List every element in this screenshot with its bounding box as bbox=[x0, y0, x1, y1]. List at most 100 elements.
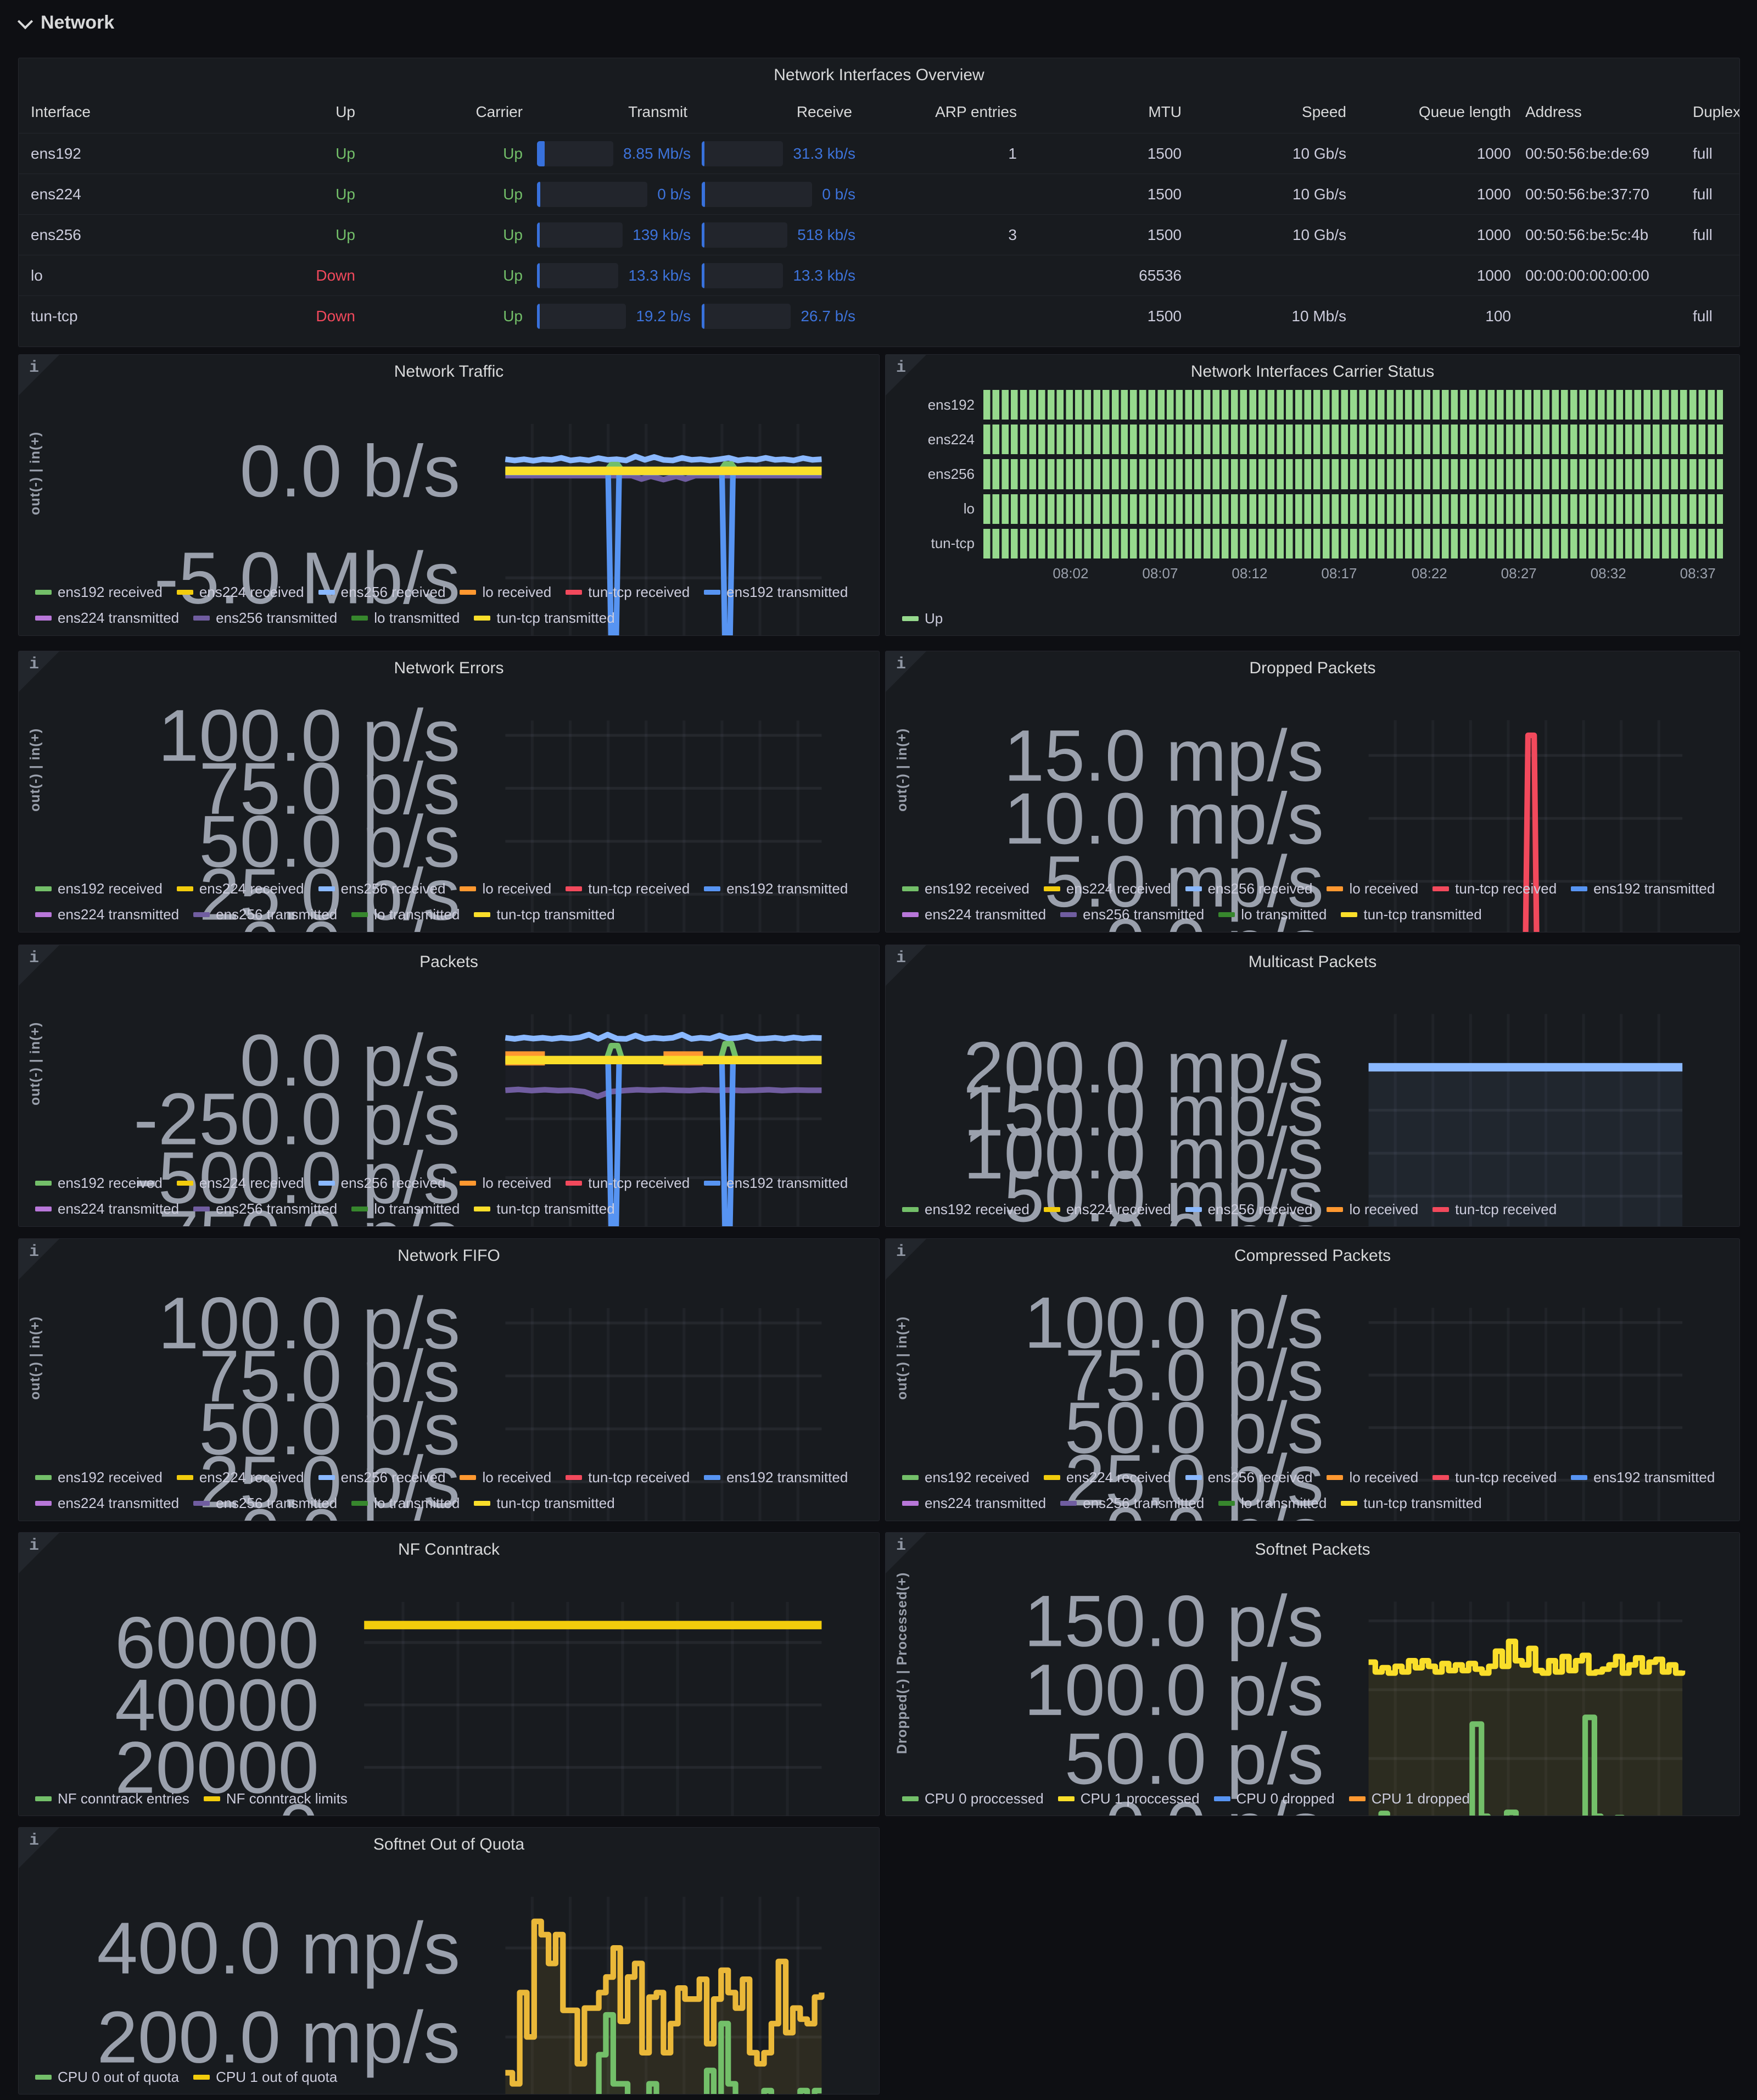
legend-item[interactable]: NF conntrack entries bbox=[35, 1790, 189, 1807]
legend-item[interactable]: ens256 received bbox=[318, 584, 445, 601]
legend-item[interactable]: ens256 transmitted bbox=[193, 1200, 337, 1217]
legend-item[interactable]: tun-tcp transmitted bbox=[474, 906, 615, 923]
legend-item[interactable]: ens192 transmitted bbox=[704, 584, 848, 601]
legend-item[interactable]: CPU 1 dropped bbox=[1348, 1790, 1470, 1807]
legend-item[interactable]: ens224 received bbox=[1043, 1201, 1171, 1218]
network-fifo-chart[interactable]: 08:0008:0508:1008:1508:2008:2508:3008:35… bbox=[25, 1269, 872, 1521]
carrier-status-bars[interactable] bbox=[983, 528, 1723, 559]
legend-item[interactable]: ens192 received bbox=[902, 1201, 1029, 1218]
legend-item[interactable]: ens256 received bbox=[1185, 880, 1312, 897]
legend-item[interactable]: ens224 received bbox=[1043, 1469, 1171, 1486]
legend-item[interactable]: ens192 received bbox=[35, 1469, 163, 1486]
legend-item[interactable]: lo transmitted bbox=[1218, 1495, 1327, 1512]
legend-item[interactable]: ens192 received bbox=[35, 880, 163, 897]
panel-title[interactable]: Network Traffic bbox=[394, 362, 504, 381]
legend-item[interactable]: ens192 transmitted bbox=[1571, 880, 1715, 897]
softnet-packets-chart[interactable]: 08:0008:0508:1008:1508:2008:2508:3008:35… bbox=[892, 1562, 1733, 1816]
column-header[interactable]: Duplex bbox=[1693, 103, 1740, 120]
packets-chart[interactable]: 08:0008:0508:1008:1508:2008:2508:3008:35… bbox=[25, 975, 872, 1227]
legend-item[interactable]: ens224 received bbox=[1043, 880, 1171, 897]
legend-item[interactable]: lo received bbox=[460, 1175, 551, 1192]
legend-item[interactable]: ens256 received bbox=[1185, 1201, 1312, 1218]
legend-item[interactable]: ens256 received bbox=[318, 1469, 445, 1486]
column-header[interactable]: Up bbox=[335, 103, 355, 120]
legend-item[interactable]: tun-tcp transmitted bbox=[1341, 1495, 1482, 1512]
column-header[interactable]: Carrier bbox=[475, 103, 523, 120]
panel-info-icon[interactable]: i bbox=[886, 1239, 927, 1280]
legend-item[interactable]: CPU 1 out of quota bbox=[193, 2069, 337, 2086]
legend-item[interactable]: ens256 transmitted bbox=[193, 610, 337, 627]
column-header[interactable]: Interface bbox=[31, 103, 91, 120]
legend-item[interactable]: tun-tcp received bbox=[566, 1175, 690, 1192]
column-header[interactable]: ARP entries bbox=[935, 103, 1017, 120]
carrier-status-bars[interactable] bbox=[983, 390, 1723, 420]
legend-item[interactable]: lo transmitted bbox=[351, 610, 460, 627]
panel-title[interactable]: Multicast Packets bbox=[1248, 953, 1377, 971]
compressed-packets-chart[interactable]: 08:0008:0508:1008:1508:2008:2508:3008:35… bbox=[892, 1269, 1733, 1521]
legend-item[interactable]: ens192 received bbox=[902, 880, 1029, 897]
column-header[interactable]: Address bbox=[1525, 103, 1582, 120]
legend-item[interactable]: ens224 transmitted bbox=[35, 1495, 179, 1512]
panel-info-icon[interactable]: i bbox=[19, 945, 60, 986]
legend-item[interactable]: tun-tcp received bbox=[566, 584, 690, 601]
legend-item[interactable]: ens192 received bbox=[35, 584, 163, 601]
panel-info-icon[interactable]: i bbox=[886, 355, 927, 396]
legend-item[interactable]: CPU 0 dropped bbox=[1213, 1790, 1335, 1807]
legend-item[interactable]: ens192 transmitted bbox=[704, 1175, 848, 1192]
panel-info-icon[interactable]: i bbox=[886, 945, 927, 986]
multicast-packets-chart[interactable]: 08:0008:0508:1008:1508:2008:2508:3008:35… bbox=[892, 975, 1733, 1227]
legend-item[interactable]: CPU 0 proccessed bbox=[902, 1790, 1044, 1807]
legend-item[interactable]: lo received bbox=[460, 584, 551, 601]
column-header[interactable]: Transmit bbox=[628, 103, 687, 120]
panel-info-icon[interactable]: i bbox=[19, 1239, 60, 1280]
panel-title[interactable]: Network FIFO bbox=[398, 1247, 500, 1265]
legend-item[interactable]: tun-tcp received bbox=[1433, 1469, 1557, 1486]
legend-item[interactable]: ens224 transmitted bbox=[35, 906, 179, 923]
panel-title[interactable]: NF Conntrack bbox=[398, 1540, 500, 1559]
legend-item[interactable]: tun-tcp received bbox=[1433, 880, 1557, 897]
panel-title[interactable]: Dropped Packets bbox=[1249, 659, 1376, 677]
section-header-network[interactable]: Network bbox=[17, 12, 114, 33]
panel-info-icon[interactable]: i bbox=[19, 355, 60, 396]
legend-item[interactable]: ens256 transmitted bbox=[1060, 906, 1204, 923]
legend-item[interactable]: NF conntrack limits bbox=[203, 1790, 348, 1807]
carrier-status-bars[interactable] bbox=[983, 459, 1723, 489]
legend-item[interactable]: lo transmitted bbox=[351, 1200, 460, 1217]
legend-item[interactable]: ens192 received bbox=[35, 1175, 163, 1192]
legend-item[interactable]: lo received bbox=[460, 1469, 551, 1486]
legend-item[interactable]: ens192 transmitted bbox=[704, 880, 848, 897]
panel-title[interactable]: Packets bbox=[419, 953, 478, 971]
network-errors-chart[interactable]: 08:0008:0508:1008:1508:2008:2508:3008:35… bbox=[25, 681, 872, 932]
legend-item[interactable]: ens192 received bbox=[902, 1469, 1029, 1486]
legend-item[interactable]: ens224 received bbox=[176, 584, 304, 601]
legend-item[interactable]: tun-tcp received bbox=[1433, 1201, 1557, 1218]
nf-conntrack-chart[interactable]: 08:0008:0508:1008:1508:2008:2508:3008:35… bbox=[25, 1562, 872, 1816]
network-traffic-chart[interactable]: 08:0008:0508:1008:1508:2008:2508:3008:35… bbox=[25, 384, 872, 636]
panel-info-icon[interactable]: i bbox=[886, 651, 927, 692]
legend-item[interactable]: ens224 transmitted bbox=[902, 1495, 1046, 1512]
legend-item[interactable]: CPU 1 proccessed bbox=[1057, 1790, 1200, 1807]
legend-item[interactable]: tun-tcp transmitted bbox=[474, 610, 615, 627]
legend-item[interactable]: tun-tcp received bbox=[566, 1469, 690, 1486]
panel-info-icon[interactable]: i bbox=[19, 651, 60, 692]
panel-title[interactable]: Softnet Out of Quota bbox=[373, 1835, 525, 1853]
panel-info-icon[interactable]: i bbox=[19, 1533, 60, 1574]
carrier-status-bars[interactable] bbox=[983, 494, 1723, 524]
legend-item[interactable]: lo received bbox=[460, 880, 551, 897]
column-header[interactable]: Queue length bbox=[1418, 103, 1511, 120]
panel-title[interactable]: Network Interfaces Overview bbox=[774, 66, 984, 84]
dropped-packets-chart[interactable]: 08:0008:0508:1008:1508:2008:2508:3008:35… bbox=[892, 681, 1733, 932]
legend-item[interactable]: ens256 received bbox=[318, 1175, 445, 1192]
panel-info-icon[interactable]: i bbox=[19, 1828, 60, 1869]
legend-item[interactable]: ens256 transmitted bbox=[1060, 1495, 1204, 1512]
legend-item[interactable]: lo transmitted bbox=[351, 906, 460, 923]
legend-item[interactable]: lo received bbox=[1327, 1469, 1418, 1486]
legend-item[interactable]: ens256 transmitted bbox=[193, 906, 337, 923]
legend-item[interactable]: tun-tcp transmitted bbox=[1341, 906, 1482, 923]
legend-item[interactable]: tun-tcp transmitted bbox=[474, 1200, 615, 1217]
column-header[interactable]: Speed bbox=[1302, 103, 1346, 120]
legend-item[interactable]: lo transmitted bbox=[351, 1495, 460, 1512]
legend-item[interactable]: ens224 received bbox=[176, 880, 304, 897]
legend-item[interactable]: ens256 received bbox=[318, 880, 445, 897]
panel-title[interactable]: Compressed Packets bbox=[1234, 1247, 1391, 1265]
